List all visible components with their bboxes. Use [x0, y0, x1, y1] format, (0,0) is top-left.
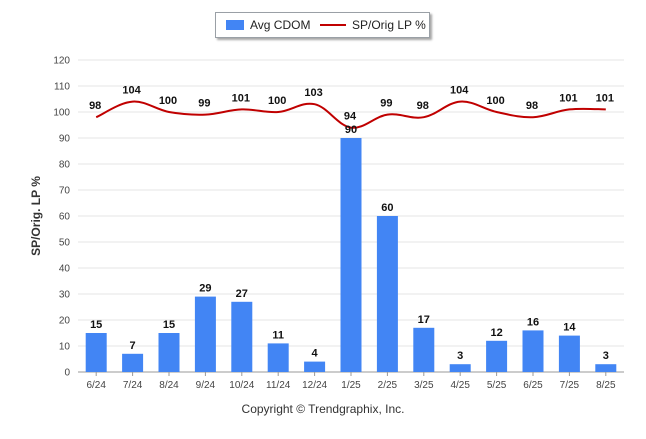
y-tick-label: 70: [59, 186, 71, 197]
x-tick-label: 10/24: [229, 380, 254, 391]
y-tick-label: 120: [53, 56, 70, 67]
line-data-label: 100: [268, 95, 286, 107]
line-series: [95, 100, 606, 129]
legend-swatch-line: [320, 24, 346, 26]
y-tick-label: 100: [53, 108, 70, 119]
x-tick-label: 5/25: [487, 380, 507, 391]
bar: [449, 364, 471, 372]
bar-data-label: 3: [457, 350, 463, 362]
y-tick-label: 20: [59, 316, 71, 327]
bar: [85, 333, 107, 372]
y-tick-label: 40: [59, 264, 71, 275]
x-tick-label: 7/25: [560, 380, 580, 391]
x-tick-label: 6/25: [523, 380, 543, 391]
bar-data-label: 3: [603, 350, 609, 362]
line-data-label: 104: [122, 85, 141, 97]
bar: [122, 353, 144, 372]
line-data-label: 103: [304, 87, 322, 99]
y-tick-label: 0: [64, 368, 70, 379]
legend-item-bar: Avg CDOM: [226, 13, 310, 37]
bar: [340, 138, 362, 372]
chart-legend: Avg CDOM SP/Orig LP %: [215, 12, 430, 38]
line-data-label: 98: [526, 100, 538, 112]
bar: [413, 327, 435, 372]
legend-label-bar: Avg CDOM: [250, 18, 311, 32]
bar-data-label: 29: [199, 283, 211, 295]
x-tick-label: 4/25: [450, 380, 470, 391]
x-tick-label: 12/24: [302, 380, 327, 391]
bar-data-label: 16: [527, 316, 539, 328]
line-data-label: 98: [417, 100, 429, 112]
bar-data-label: 15: [90, 319, 102, 331]
x-tick-label: 1/25: [341, 380, 361, 391]
bar-data-label: 14: [563, 322, 576, 334]
bar-data-label: 11: [272, 329, 284, 341]
bar: [522, 330, 544, 372]
bar: [376, 216, 398, 372]
bar-data-label: 60: [381, 202, 393, 214]
x-tick-label: 2/25: [378, 380, 398, 391]
bar: [595, 364, 617, 372]
bar-data-label: 4: [312, 348, 319, 360]
line-data-label: 99: [380, 98, 392, 110]
bar-data-label: 90: [345, 124, 357, 136]
y-tick-label: 50: [59, 238, 71, 249]
legend-swatch-bar: [226, 20, 244, 30]
y-tick-label: 60: [59, 212, 71, 223]
legend-item-line: SP/Orig LP %: [320, 13, 426, 37]
x-tick-label: 11/24: [266, 380, 291, 391]
x-tick-label: 8/24: [159, 380, 179, 391]
bar-data-label: 17: [418, 314, 430, 326]
bar: [304, 361, 326, 372]
y-tick-label: 90: [59, 134, 71, 145]
bar: [486, 340, 508, 372]
line-data-label: 99: [198, 98, 210, 110]
x-tick-label: 8/25: [596, 380, 616, 391]
line-data-label: 101: [559, 92, 577, 104]
line-data-label: 98: [89, 100, 101, 112]
line-data-label: 101: [596, 92, 614, 104]
x-tick-label: 3/25: [414, 380, 434, 391]
y-tick-label: 10: [59, 342, 71, 353]
bar: [267, 343, 289, 372]
y-tick-label: 80: [59, 160, 71, 171]
bar: [558, 335, 580, 372]
line-data-label: 101: [232, 92, 250, 104]
copyright-footer: Copyright © Trendgraphix, Inc.: [241, 402, 405, 416]
line-data-label: 100: [486, 95, 504, 107]
bar: [194, 296, 216, 372]
y-axis-title: SP/Orig. LP %: [29, 176, 43, 256]
line-data-label: 100: [159, 95, 177, 107]
line-data-label: 104: [450, 85, 469, 97]
x-tick-label: 6/24: [86, 380, 106, 391]
bar: [231, 301, 253, 372]
y-tick-label: 30: [59, 290, 71, 301]
y-tick-label: 110: [54, 82, 70, 93]
bar-data-label: 7: [130, 340, 136, 352]
legend-label-line: SP/Orig LP %: [352, 18, 426, 32]
line-data-label: 94: [344, 111, 357, 123]
bar: [158, 333, 180, 372]
x-tick-label: 7/24: [123, 380, 143, 391]
bar-data-label: 12: [490, 327, 502, 339]
bar-data-label: 15: [163, 319, 175, 331]
bar-data-label: 27: [236, 288, 248, 300]
x-tick-label: 9/24: [196, 380, 216, 391]
